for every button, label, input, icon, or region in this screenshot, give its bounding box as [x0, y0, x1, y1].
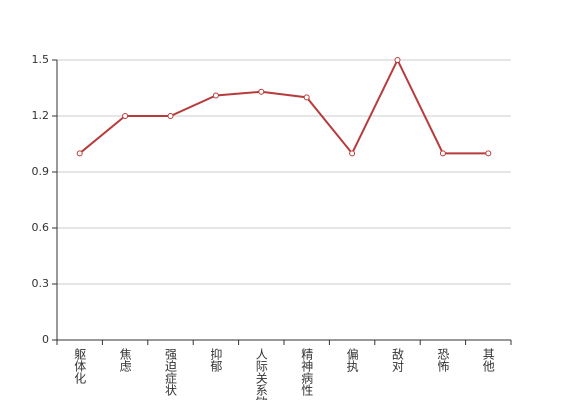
x-tick-label: 抑郁 — [209, 347, 223, 373]
y-tick-label: 0 — [42, 333, 49, 346]
y-tick-label: 1.2 — [32, 109, 50, 122]
x-tick-label: 敌对 — [391, 347, 405, 372]
x-tick-label: 焦虑 — [118, 348, 132, 372]
line — [79, 57, 489, 156]
point — [76, 150, 83, 157]
x-tick-label: 其他 — [481, 348, 495, 372]
point — [394, 57, 401, 63]
x-tick-label: 人际关系敏感 — [254, 348, 268, 400]
point — [303, 94, 310, 101]
point — [485, 150, 492, 157]
y-tick-label: 0.9 — [32, 165, 50, 178]
point — [122, 113, 129, 119]
x-tick-label: 躯体化 — [73, 347, 87, 385]
x-tick-label: 强迫症状 — [164, 348, 178, 396]
point — [349, 150, 356, 157]
point — [167, 113, 174, 119]
point — [212, 92, 219, 99]
y-tick-label: 0.6 — [32, 221, 50, 234]
point — [258, 88, 265, 95]
x-tick-label: 偏执 — [345, 347, 359, 373]
x-tick-label: 精神病性 — [300, 348, 314, 397]
y-tick-label: 1.5 — [32, 53, 50, 66]
point — [439, 150, 446, 157]
y-tick-label: 0.3 — [32, 277, 50, 290]
x-tick-label: 恐怖 — [436, 348, 450, 372]
